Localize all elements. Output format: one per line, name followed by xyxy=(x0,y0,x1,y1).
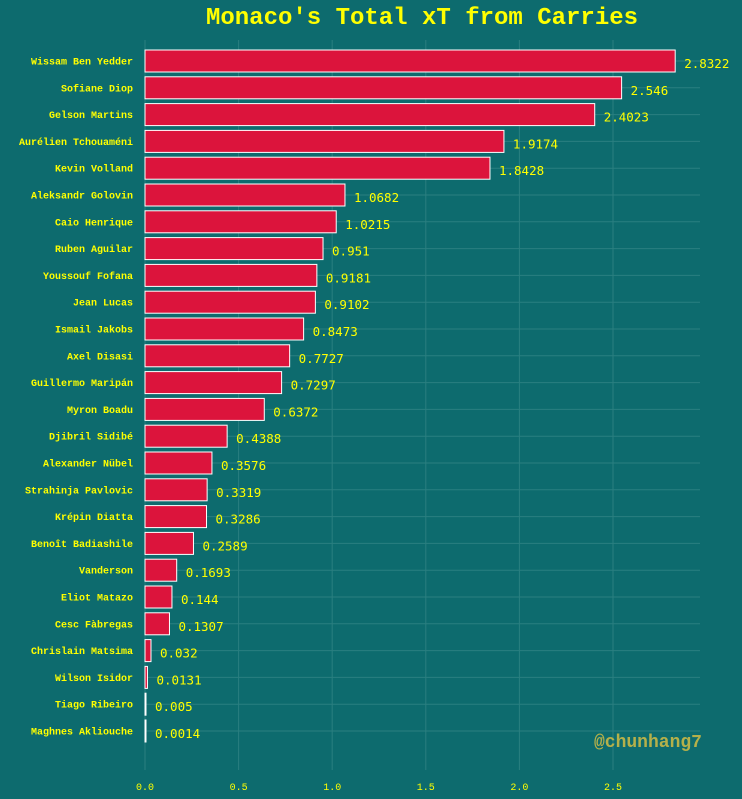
value-label: 0.0131 xyxy=(156,672,201,687)
category-label: Wilson Isidor xyxy=(55,673,133,685)
category-label: Alexander Nübel xyxy=(43,459,133,471)
value-label: 0.4388 xyxy=(236,431,281,446)
value-label: 0.6372 xyxy=(273,404,318,419)
category-label: Vanderson xyxy=(79,566,133,578)
bar xyxy=(144,612,170,636)
category-label: Sofiane Diop xyxy=(61,83,133,95)
x-tick-label: 2.0 xyxy=(510,783,528,794)
bar xyxy=(144,424,228,448)
value-label: 0.032 xyxy=(160,646,198,661)
value-label: 0.005 xyxy=(155,699,193,714)
category-label: Maghnes Akliouche xyxy=(31,727,133,739)
bar xyxy=(144,49,676,73)
bar xyxy=(144,665,148,689)
bar xyxy=(144,156,491,180)
bar xyxy=(144,129,505,153)
bar xyxy=(144,371,283,395)
category-label: Eliot Matazo xyxy=(61,593,133,605)
x-axis-ticks: 0.0 0.5 1.0 1.5 2.0 2.5 xyxy=(136,783,622,794)
bars xyxy=(144,49,676,743)
bar xyxy=(144,210,337,234)
category-label: Youssouf Fofana xyxy=(43,271,133,283)
value-label: 0.951 xyxy=(332,244,370,259)
bar xyxy=(144,183,346,207)
x-tick-label: 1.0 xyxy=(323,783,341,794)
bar xyxy=(144,585,173,609)
bar xyxy=(144,531,194,555)
bar xyxy=(144,558,178,582)
value-label: 1.8428 xyxy=(499,163,544,178)
value-labels: 2.8322 2.546 2.4023 1.9174 1.8428 1.0682 1.021… xyxy=(155,56,729,741)
category-label: Jean Lucas xyxy=(73,299,133,310)
value-label: 1.9174 xyxy=(513,136,558,151)
bar xyxy=(144,344,291,368)
value-label: 0.3319 xyxy=(216,485,261,500)
value-label: 0.1693 xyxy=(186,565,231,580)
value-label: 0.0014 xyxy=(155,726,200,741)
value-label: 0.8473 xyxy=(313,324,358,339)
bar xyxy=(144,237,324,261)
category-label: Djibril Sidibé xyxy=(49,432,133,444)
x-tick-label: 1.5 xyxy=(417,783,435,794)
chart-title: Monaco's Total xT from Carries xyxy=(206,5,638,32)
category-label: Ruben Aguilar xyxy=(55,244,133,256)
value-label: 1.0215 xyxy=(345,217,390,232)
category-label: Strahinja Pavlovic xyxy=(25,485,133,497)
category-label: Krépin Diatta xyxy=(55,512,133,524)
bar xyxy=(144,719,147,743)
value-label: 0.7297 xyxy=(291,378,336,393)
value-label: 2.4023 xyxy=(604,110,649,125)
category-label: Benoît Badiashile xyxy=(31,539,133,551)
bar xyxy=(144,692,147,716)
watermark: @chunhang7 xyxy=(594,733,702,753)
value-label: 0.3576 xyxy=(221,458,266,473)
x-tick-label: 0.5 xyxy=(230,783,248,794)
category-label: Aleksandr Golovin xyxy=(31,191,133,203)
value-label: 0.1307 xyxy=(178,619,223,634)
category-label: Chrislain Matsima xyxy=(31,646,133,658)
category-label: Axel Disasi xyxy=(67,351,133,363)
value-label: 0.3286 xyxy=(216,512,261,527)
category-label: Caio Henrique xyxy=(55,217,133,229)
value-label: 0.9181 xyxy=(326,270,371,285)
value-label: 0.144 xyxy=(181,592,219,607)
category-label: Kevin Volland xyxy=(55,164,133,176)
value-label: 2.546 xyxy=(631,83,669,98)
category-label: Ismail Jakobs xyxy=(55,325,133,337)
bar xyxy=(144,451,213,475)
value-label: 0.9102 xyxy=(324,297,369,312)
x-tick-label: 0.0 xyxy=(136,783,154,794)
bar xyxy=(144,290,316,314)
bar xyxy=(144,478,208,502)
bar xyxy=(144,76,623,100)
category-label: Wissam Ben Yedder xyxy=(31,57,133,69)
value-label: 1.0682 xyxy=(354,190,399,205)
category-label: Gelson Martins xyxy=(49,110,133,122)
bar xyxy=(144,103,596,127)
category-label: Cesc Fàbregas xyxy=(55,619,133,631)
category-label: Guillermo Maripán xyxy=(31,378,133,390)
value-label: 2.8322 xyxy=(684,56,729,71)
bar xyxy=(144,639,152,663)
category-labels: Wissam Ben Yedder Sofiane Diop Gelson Mart… xyxy=(19,57,133,739)
bar xyxy=(144,263,318,287)
category-label: Myron Boadu xyxy=(67,405,133,417)
category-label: Aurélien Tchouaméni xyxy=(19,137,133,149)
value-label: 0.2589 xyxy=(202,538,247,553)
bar xyxy=(144,397,265,421)
bar xyxy=(144,317,305,341)
x-tick-label: 2.5 xyxy=(604,783,622,794)
category-label: Tiago Ribeiro xyxy=(55,700,133,712)
bar xyxy=(144,505,208,529)
value-label: 0.7727 xyxy=(299,351,344,366)
